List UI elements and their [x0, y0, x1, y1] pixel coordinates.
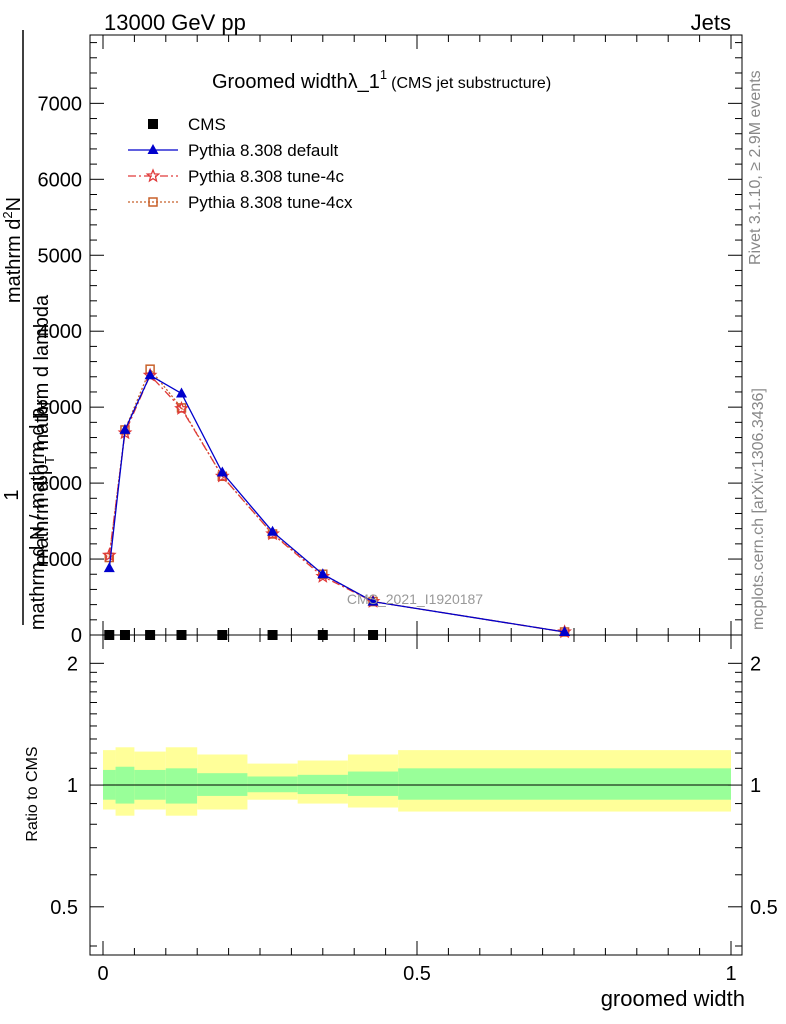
legend-label: CMS [188, 115, 226, 134]
y-tick-label: 5000 [38, 245, 83, 267]
series-point [315, 568, 331, 583]
series-point [176, 387, 187, 398]
category-label: Jets [691, 10, 731, 35]
mcplots-label: mcplots.cern.ch [arXiv:1306.3436] [750, 388, 767, 630]
x-tick-label: 0.5 [403, 963, 431, 985]
stat-uncertainty-band [398, 768, 731, 800]
title-main: Groomed width [212, 71, 348, 93]
series-point [267, 630, 278, 640]
title-note: (CMS jet substructure) [391, 75, 551, 92]
series-point [368, 630, 379, 640]
ratio-tick-label-left: 1 [67, 775, 78, 797]
ylabel-left-denominator: mathrm d N / mathrm d pT [27, 400, 53, 630]
y-tick-label: 6000 [38, 169, 83, 191]
x-axis-ticks: 0 0.5 1 [97, 35, 737, 985]
series-point [217, 630, 228, 640]
y-axis-label: mathrm d2N mathrm d pT mathrm d lambda 1… [0, 30, 57, 630]
legend: CMS Pythia 8.308 default Pythia 8.308 tune… [128, 115, 353, 212]
stat-uncertainty-band [165, 768, 198, 804]
series-point [145, 630, 156, 640]
series-point [176, 630, 187, 640]
series-point [267, 525, 279, 536]
series-point [367, 595, 379, 606]
plot-title: Groomed widthλ_11 (CMS jet substructure) [212, 67, 551, 93]
title-symbol: λ_1 [348, 71, 380, 93]
series-point [103, 562, 115, 573]
ratio-bands [103, 747, 731, 816]
stat-uncertainty-band [247, 776, 298, 793]
y-axis-ticks: 0 1000 2000 3000 4000 5000 6000 7000 [38, 42, 742, 647]
y-tick-label: 1000 [38, 549, 83, 571]
legend-marker [148, 119, 158, 129]
title-sup: 1 [380, 67, 387, 82]
ylabel-numerator: mathrm d2N [0, 197, 25, 303]
y-tick-label: 2000 [38, 473, 83, 495]
ylabel-one: 1 [1, 489, 23, 500]
x-axis-label: groomed width [601, 986, 745, 1011]
series-point [317, 568, 329, 579]
series-1 [103, 369, 571, 636]
y-tick-label: 3000 [38, 397, 83, 419]
ratio-axis-ticks: 0.5 0.5 1 1 2 2 [50, 653, 778, 947]
series-point [119, 630, 130, 640]
legend-label: Pythia 8.308 tune-4cx [188, 193, 353, 212]
x-tick-label: 0 [97, 963, 108, 985]
ratio-tick-label-left: 2 [67, 653, 78, 675]
series-3 [104, 364, 570, 637]
ratio-tick-label-right: 1 [750, 775, 761, 797]
series-point [216, 466, 228, 477]
ylabel-denominator: mathrm d pT mathrm d lambda [31, 294, 57, 565]
series-point [119, 423, 131, 434]
stat-uncertainty-band [347, 771, 399, 796]
series-point [559, 625, 571, 636]
series-2 [101, 367, 572, 639]
series-point [174, 400, 189, 415]
series-point [265, 526, 281, 541]
series-point [317, 630, 328, 640]
ratio-ylabel: Ratio to CMS [24, 746, 41, 841]
series-point [144, 369, 156, 380]
legend-marker [148, 197, 158, 207]
stat-uncertainty-band [297, 774, 348, 795]
x-tick-label: 1 [725, 963, 736, 985]
legend-label: Pythia 8.308 default [188, 141, 339, 160]
stat-uncertainty-band [197, 773, 248, 796]
rivet-label: Rivet 3.1.10, ≥ 2.9M events [747, 70, 764, 265]
analysis-watermark: CMS_2021_I1920187 [347, 591, 483, 607]
energy-label: 13000 GeV pp [104, 10, 246, 35]
series-point [101, 547, 117, 562]
ratio-tick-label-right: 2 [750, 653, 761, 675]
y-tick-label: 4000 [38, 321, 83, 343]
ratio-plot-frame [89, 634, 743, 956]
y-tick-label: 7000 [38, 93, 83, 115]
ratio-tick-label-left: 0.5 [50, 897, 78, 919]
series-0 [104, 630, 379, 640]
legend-label: Pythia 8.308 tune-4c [188, 167, 344, 186]
ratio-tick-label-right: 0.5 [750, 897, 778, 919]
series-layer [101, 364, 572, 640]
y-tick-label: 0 [71, 625, 82, 647]
series-point [104, 630, 115, 640]
legend-marker [147, 144, 159, 154]
legend-marker [145, 168, 161, 183]
